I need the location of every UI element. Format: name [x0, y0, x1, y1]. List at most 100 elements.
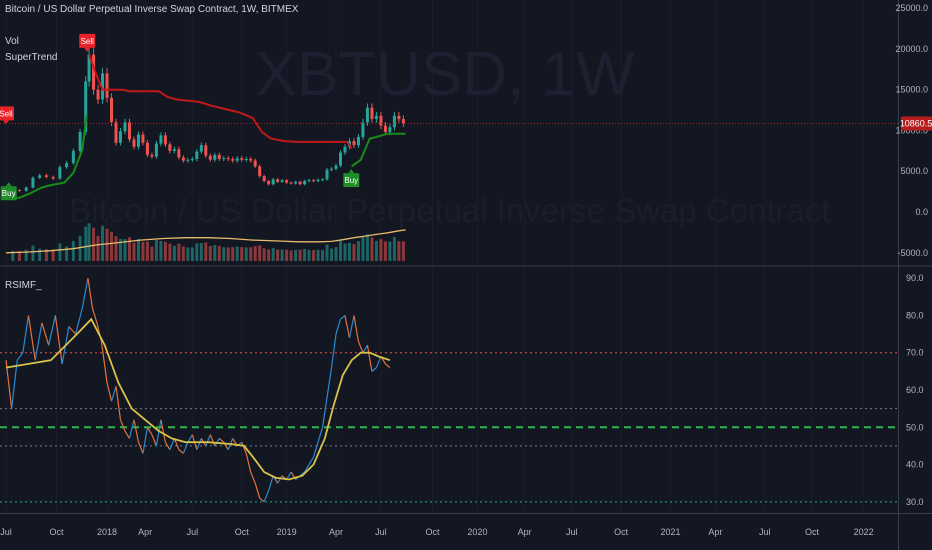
symbol-legend[interactable]: Bitcoin / US Dollar Perpetual Inverse Sw… [5, 4, 298, 15]
rsi-line-segment [366, 345, 373, 372]
candle-body [92, 54, 96, 90]
volume-bar [267, 249, 271, 261]
volume-bar [114, 236, 118, 261]
candle-body [114, 122, 118, 143]
volume-bar [92, 227, 96, 261]
volume-bar [150, 246, 154, 261]
rsi-line-segment [11, 360, 18, 409]
volume-bar [96, 235, 100, 261]
watermark-description: Bitcoin / US Dollar Perpetual Inverse Sw… [69, 192, 830, 229]
rsi-levels [0, 352, 898, 503]
candle-body [258, 166, 262, 177]
rsi-line-segment [353, 315, 360, 342]
sell-marker-pointer [84, 47, 91, 52]
volume-bar [325, 244, 329, 261]
rsi-line-segment [205, 434, 211, 447]
rsi-line-segment [133, 419, 140, 443]
indicator-legend-vol[interactable]: Vol [5, 36, 19, 47]
volume-bar [154, 239, 158, 261]
rsi-line-segment [245, 453, 252, 473]
last-price-label: 10860.5 [900, 118, 932, 128]
volume-bar [132, 242, 136, 261]
rsi-line-segment [340, 314, 346, 320]
time-tick-label: Apr [138, 527, 152, 537]
volume-bar [361, 236, 365, 261]
volume-bar [244, 247, 248, 261]
rsi-line-segment [169, 438, 175, 450]
candle-body [343, 146, 347, 153]
candle-body [244, 159, 248, 160]
rsi-line-segment [357, 341, 364, 353]
volume-bar [136, 239, 140, 261]
time-tick-label: Apr [518, 527, 532, 537]
volume-bar [289, 250, 293, 261]
candle-body [271, 179, 275, 185]
volume-bar [374, 240, 378, 261]
rsi-line-segment [326, 367, 333, 398]
volume-bar [303, 249, 307, 261]
indicator-vol-label: Vol [5, 36, 19, 47]
rsi-line-segment [48, 315, 56, 346]
time-tick-label: 2021 [661, 527, 681, 537]
volume-bar [294, 249, 298, 261]
rsi-line-segment [348, 315, 355, 338]
volume-bar [334, 247, 338, 261]
candle-body [172, 149, 176, 151]
volume-bar [110, 231, 114, 261]
candle-body [38, 175, 42, 178]
rsi-line-segment [142, 427, 149, 454]
last-price-tag: 10860.5 [900, 116, 932, 131]
rsi-line-segment [259, 497, 265, 503]
candle-body [159, 135, 163, 144]
rsi-line-segment [91, 307, 98, 324]
candle-body [168, 144, 172, 151]
rsi-line-segment [16, 352, 24, 361]
price-axis[interactable]: 25000.0 20000.0 15000.0 10000.0 5000.0 0.0 -50… [895, 3, 928, 258]
candle-body [186, 159, 190, 161]
signal-markers: Sell Buy Sell Buy [0, 33, 360, 201]
rsi-line-segment [164, 441, 171, 450]
volume-bar [316, 249, 320, 261]
volume-ma [5, 229, 406, 254]
volume-bar [159, 241, 163, 261]
rsi-tick-label: 60.0 [906, 385, 924, 395]
candle-body [370, 107, 374, 120]
candle-body [226, 158, 230, 160]
candle-body [289, 182, 293, 184]
price-tick-label: 5000.0 [900, 166, 928, 176]
volume-ma-line [5, 229, 406, 254]
candle-body [118, 131, 122, 143]
volume-bar [392, 237, 396, 261]
time-tick-label: Oct [614, 527, 629, 537]
rsi-series [5, 278, 391, 503]
volume-bar [379, 239, 383, 261]
rsi-line-segment [146, 426, 153, 436]
volume-bar [312, 250, 316, 261]
candle-body [383, 125, 387, 133]
indicator-legend-rsimf[interactable]: RSIMF_ [5, 280, 42, 291]
volume-bar [253, 246, 257, 261]
volume-bar [222, 247, 226, 261]
rsi-axis[interactable]: 90.0 80.0 70.0 60.0 50.0 40.0 30.0 [906, 273, 924, 507]
volume-bar [231, 247, 235, 261]
candle-body [325, 169, 329, 180]
time-tick-label: Jul [0, 527, 12, 537]
time-tick-label: Jul [566, 527, 578, 537]
volume-bar [199, 242, 203, 261]
candle-body [374, 115, 378, 120]
volume-bar [24, 249, 28, 261]
sell-marker-label: Sell [81, 37, 95, 46]
candle-body [136, 134, 140, 147]
volume-bar [339, 240, 343, 261]
volume-bar [71, 241, 75, 261]
volume-bar [280, 249, 284, 261]
buy-marker-label: Buy [344, 176, 358, 185]
time-axis[interactable]: Jul Oct 2018 Apr Jul Oct 2019 Apr Jul Oct 2020 Apr J… [0, 527, 873, 537]
volume-bar [401, 241, 405, 261]
rsi-line-segment [263, 490, 270, 503]
time-tick-label: Oct [235, 527, 250, 537]
indicator-legend-supertrend[interactable]: SuperTrend [5, 52, 57, 63]
rsi-line-segment [254, 483, 261, 499]
rsi-line-segment [100, 341, 108, 383]
